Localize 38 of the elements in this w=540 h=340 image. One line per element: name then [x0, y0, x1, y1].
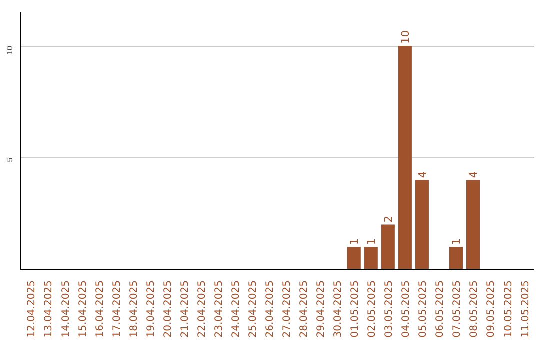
x-tick-label: 19.04.2025	[146, 280, 157, 338]
x-tick-label: 05.05.2025	[418, 280, 430, 338]
x-tick-label: 06.05.2025	[435, 280, 446, 338]
x-tick-label: 14.04.2025	[60, 280, 72, 338]
x-tick-label: 24.04.2025	[230, 280, 242, 338]
x-tick-label: 02.05.2025	[367, 280, 378, 338]
data-label: 2	[382, 216, 396, 223]
x-tick-label: 12.04.2025	[26, 280, 38, 338]
data-label: 1	[450, 238, 464, 246]
x-tick-label: 22.04.2025	[196, 280, 208, 338]
x-tick-label: 09.05.2025	[486, 280, 498, 338]
x-tick-label: 30.04.2025	[333, 280, 344, 338]
x-tick-label: 13.04.2025	[44, 280, 55, 338]
x-tick-label: 26.04.2025	[264, 280, 276, 338]
x-tick-label: 21.04.2025	[180, 280, 191, 338]
y-tick-label: 5	[6, 157, 14, 162]
data-label: 1	[348, 238, 362, 246]
x-tick-label: 18.04.2025	[128, 280, 140, 338]
x-tick-label: 10.05.2025	[503, 280, 514, 338]
x-tick-label: 23.04.2025	[214, 280, 225, 338]
x-tick-label: 27.04.2025	[282, 280, 294, 338]
x-tick-label: 15.04.2025	[78, 280, 89, 338]
x-tick-label: 04.05.2025	[401, 280, 412, 338]
x-tick-label: 17.04.2025	[112, 280, 123, 338]
data-label: 10	[399, 30, 412, 44]
x-tick-label: 16.04.2025	[94, 280, 106, 338]
data-label: 4	[467, 171, 480, 178]
x-tick-label: 29.04.2025	[316, 280, 328, 338]
x-tick-label: 25.04.2025	[248, 280, 259, 338]
x-tick-label: 20.04.2025	[162, 280, 174, 338]
x-tick-label: 07.05.2025	[452, 280, 464, 338]
x-tick-label: 11.05.2025	[520, 280, 532, 338]
data-label: 4	[416, 171, 430, 178]
x-tick-label: 08.05.2025	[469, 280, 480, 338]
x-tick-label: 03.05.2025	[384, 280, 396, 338]
data-label: 1	[365, 238, 378, 246]
x-tick-label: 28.04.2025	[299, 280, 310, 338]
x-tick-label: 01.05.2025	[350, 280, 362, 338]
